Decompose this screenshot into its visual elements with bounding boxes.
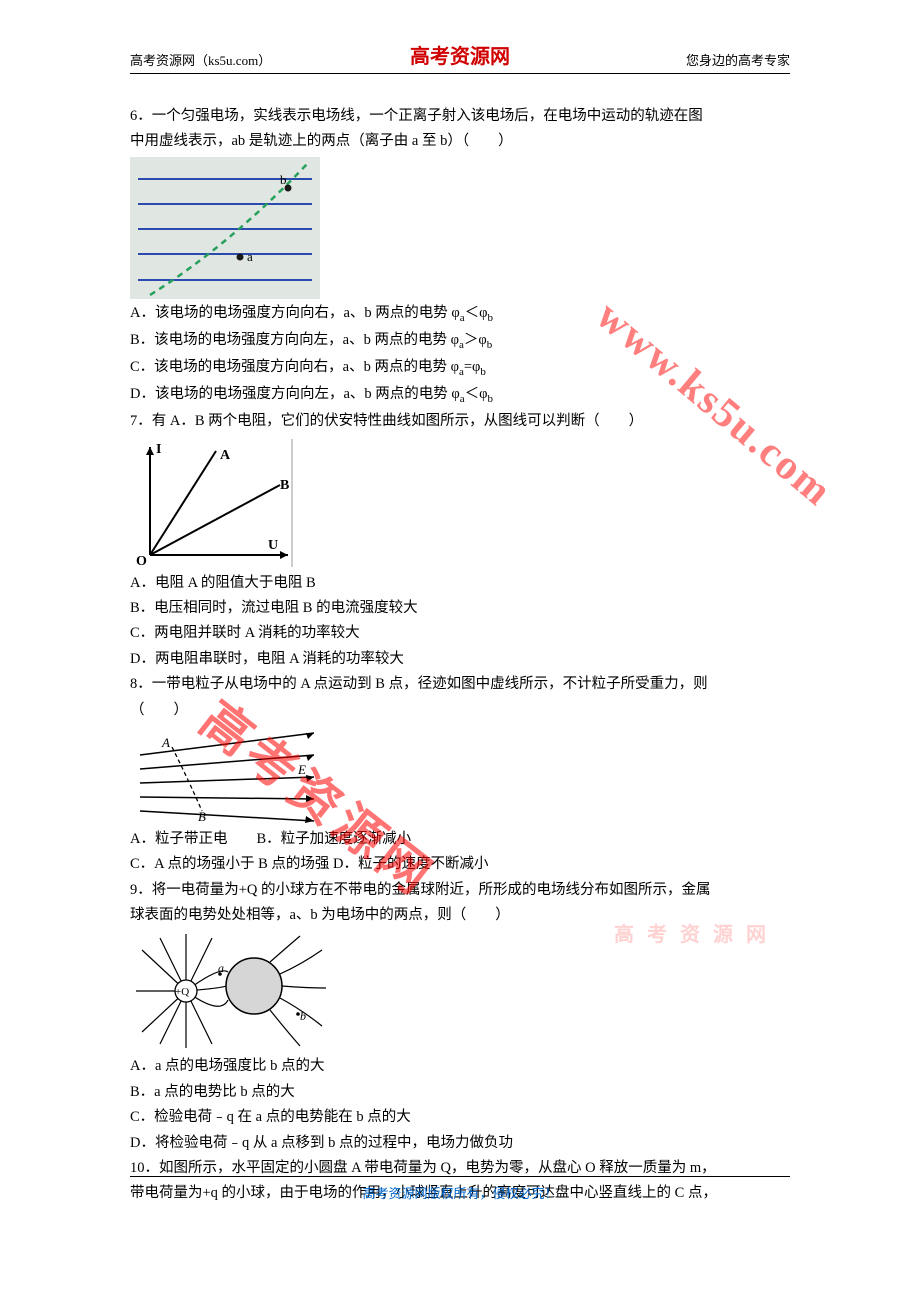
svg-text:U: U bbox=[268, 538, 278, 553]
q7-option-d: D．两电阻串联时，电阻 A 消耗的功率较大 bbox=[130, 647, 790, 672]
content: 6．一个匀强电场，实线表示电场线，一个正离子射入该电场后，在电场中运动的轨迹在图… bbox=[130, 104, 790, 1207]
footer-text: 高考资源网版权所有，侵权必究！ bbox=[362, 1186, 557, 1201]
q9-option-c: C．检验电荷﹣q 在 a 点的电势能在 b 点的大 bbox=[130, 1105, 790, 1130]
header-right: 您身边的高考专家 bbox=[686, 50, 790, 69]
q6-option-d: D．该电场的电场强度方向向左，a、b 两点的电势 φa＜φb bbox=[130, 382, 790, 409]
page-footer: 高考资源网版权所有，侵权必究！ bbox=[130, 1176, 790, 1202]
svg-text:E: E bbox=[297, 762, 306, 777]
q8-options-line2: C．A 点的场强小于 B 点的场强 D．粒子的速度不断减小 bbox=[130, 852, 790, 877]
q6-stem-line2: 中用虚线表示，ab 是轨迹上的两点（离子由 a 至 b）（ ） bbox=[130, 129, 790, 154]
q7-stem: 7．有 A．B 两个电阻，它们的伏安特性曲线如图所示，从图线可以判断（ ） bbox=[130, 409, 790, 434]
q6-stem-line1: 6．一个匀强电场，实线表示电场线，一个正离子射入该电场后，在电场中运动的轨迹在图 bbox=[130, 104, 790, 129]
svg-text:a: a bbox=[247, 249, 253, 264]
q8-stem-line1: 8．一带电粒子从电场中的 A 点运动到 B 点，径迹如图中虚线所示，不计粒子所受… bbox=[130, 672, 790, 697]
q9-stem-line1: 9．将一电荷量为+Q 的小球方在不带电的金属球附近，所形成的电场线分布如图所示，… bbox=[130, 878, 790, 903]
header-left: 高考资源网（ks5u.com） bbox=[130, 50, 271, 69]
q6-option-c: C．该电场的电场强度方向向右，a、b 两点的电势 φa=φb bbox=[130, 355, 790, 382]
svg-text:+Q: +Q bbox=[175, 986, 189, 998]
q9-figure: +Q a b bbox=[130, 930, 790, 1052]
svg-text:A: A bbox=[161, 735, 170, 750]
svg-text:b: b bbox=[300, 1009, 306, 1023]
q7-option-a: A．电阻 A 的阻值大于电阻 B bbox=[130, 571, 790, 596]
q8-figure: A B E bbox=[130, 725, 790, 825]
q7-figure: A B U I O bbox=[130, 437, 790, 569]
q9-option-d: D．将检验电荷﹣q 从 a 点移到 b 点的过程中，电场力做负功 bbox=[130, 1131, 790, 1156]
q9-option-a: A．a 点的电场强度比 b 点的大 bbox=[130, 1054, 790, 1079]
q8-options-line1: A．粒子带正电 B．粒子加速度逐渐减小 bbox=[130, 827, 790, 852]
header-center: 高考资源网 bbox=[410, 40, 510, 69]
svg-text:I: I bbox=[156, 442, 161, 457]
q7-option-c: C．两电阻并联时 A 消耗的功率较大 bbox=[130, 621, 790, 646]
q7-option-b: B．电压相同时，流过电阻 B 的电流强度较大 bbox=[130, 596, 790, 621]
q6-option-a: A．该电场的电场强度方向向右，a、b 两点的电势 φa＜φb bbox=[130, 301, 790, 328]
svg-text:O: O bbox=[136, 554, 147, 569]
q6-option-b: B．该电场的电场强度方向向左，a、b 两点的电势 φa＞φb bbox=[130, 328, 790, 355]
svg-text:b: b bbox=[280, 172, 287, 187]
page-header: 高考资源网（ks5u.com） 高考资源网 您身边的高考专家 bbox=[130, 50, 790, 74]
q9-stem-line2: 球表面的电势处处相等，a、b 为电场中的两点，则（ ） bbox=[130, 903, 790, 928]
q9-option-b: B．a 点的电势比 b 点的大 bbox=[130, 1080, 790, 1105]
svg-text:A: A bbox=[220, 448, 231, 463]
svg-text:B: B bbox=[280, 478, 289, 493]
q8-stem-line2: （ ） bbox=[130, 698, 790, 723]
q6-figure: a b bbox=[130, 157, 790, 299]
svg-text:B: B bbox=[198, 809, 206, 824]
